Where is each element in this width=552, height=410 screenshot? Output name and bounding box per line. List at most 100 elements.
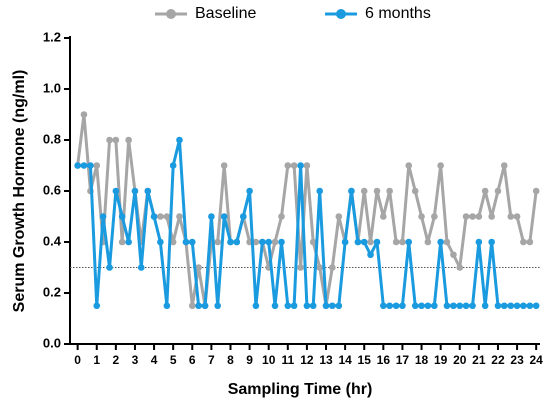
data-point <box>475 213 483 220</box>
data-point <box>507 213 515 220</box>
data-point <box>118 213 126 220</box>
data-point <box>456 302 464 310</box>
data-point <box>303 302 311 310</box>
data-point <box>309 302 317 310</box>
x-tick-label: 13 <box>319 353 333 367</box>
data-point <box>494 302 502 310</box>
data-point <box>354 238 362 246</box>
data-point <box>399 302 406 310</box>
x-axis-label: Sampling Time (hr) <box>228 381 373 398</box>
data-point <box>220 213 228 220</box>
data-point <box>469 302 476 310</box>
y-tick-label: 0.2 <box>43 284 61 299</box>
data-point <box>297 264 304 271</box>
data-point <box>335 213 343 220</box>
data-point <box>208 213 215 220</box>
y-tick-label: 1.0 <box>43 80 61 95</box>
data-point <box>399 238 406 246</box>
data-point <box>278 213 285 220</box>
data-point <box>450 302 457 310</box>
data-point <box>494 187 502 195</box>
legend-label: Baseline <box>195 5 256 22</box>
data-point <box>131 187 139 195</box>
x-tick-label: 10 <box>262 353 276 367</box>
x-tick-label: 18 <box>415 353 429 367</box>
data-point <box>112 136 120 144</box>
data-point <box>405 162 413 169</box>
x-tick-label: 6 <box>189 353 196 367</box>
data-point <box>163 302 171 310</box>
data-point <box>411 302 419 310</box>
data-point <box>220 162 228 169</box>
data-point <box>169 162 177 169</box>
y-axis-label: Serum Growth Hormone (ng/ml) <box>11 70 28 313</box>
x-tick-label: 8 <box>227 353 234 367</box>
data-point <box>462 213 470 220</box>
data-point <box>532 302 540 310</box>
data-point <box>335 302 343 310</box>
data-point <box>386 302 393 310</box>
x-tick-label: 15 <box>358 353 372 367</box>
y-tick-label: 0.6 <box>43 182 61 197</box>
y-tick-label: 1.2 <box>43 29 61 44</box>
data-point <box>118 238 126 246</box>
y-tick-label: 0.4 <box>43 233 62 248</box>
data-point <box>195 264 202 271</box>
x-tick-label: 17 <box>396 353 410 367</box>
x-tick-label: 9 <box>246 353 253 367</box>
data-point <box>469 213 476 220</box>
data-point <box>252 302 260 310</box>
data-point <box>386 187 393 195</box>
data-point <box>462 302 470 310</box>
data-point <box>380 213 387 220</box>
data-point <box>112 187 120 195</box>
data-point <box>526 302 534 310</box>
data-point <box>488 213 495 220</box>
data-point <box>392 238 400 246</box>
data-point <box>106 264 113 271</box>
data-point <box>513 213 521 220</box>
x-tick-label: 7 <box>208 353 215 367</box>
data-point <box>526 238 534 246</box>
data-point <box>418 302 425 310</box>
data-point <box>201 302 209 310</box>
data-point <box>481 302 489 310</box>
data-point <box>150 213 158 220</box>
data-point <box>87 162 94 169</box>
data-point <box>278 238 285 246</box>
y-tick-label: 0.8 <box>43 131 61 146</box>
data-point <box>456 264 464 271</box>
data-point <box>227 238 234 246</box>
data-point <box>513 302 521 310</box>
x-tick-label: 21 <box>472 353 486 367</box>
x-tick-label: 19 <box>434 353 448 367</box>
data-point <box>500 302 508 310</box>
data-point <box>284 302 292 310</box>
data-point <box>74 162 81 169</box>
data-point <box>176 136 183 144</box>
data-point <box>431 302 438 310</box>
x-tick-label: 4 <box>151 353 158 367</box>
data-point <box>424 302 432 310</box>
data-point <box>329 264 336 271</box>
data-point <box>290 302 298 310</box>
data-point <box>431 213 438 220</box>
x-tick-label: 16 <box>377 353 391 367</box>
x-tick-label: 12 <box>300 353 314 367</box>
x-tick-label: 0 <box>74 353 81 367</box>
data-point <box>341 238 349 246</box>
data-point <box>373 187 381 195</box>
x-tick-label: 11 <box>281 353 294 367</box>
data-point <box>125 238 132 246</box>
data-point <box>297 162 304 169</box>
data-point <box>233 238 241 246</box>
data-point <box>163 213 171 220</box>
data-point <box>488 238 495 246</box>
data-point <box>195 302 202 310</box>
data-point <box>437 238 444 246</box>
x-tick-label: 14 <box>338 353 352 367</box>
data-point <box>520 302 527 310</box>
data-point <box>316 187 324 195</box>
data-point <box>360 187 368 195</box>
